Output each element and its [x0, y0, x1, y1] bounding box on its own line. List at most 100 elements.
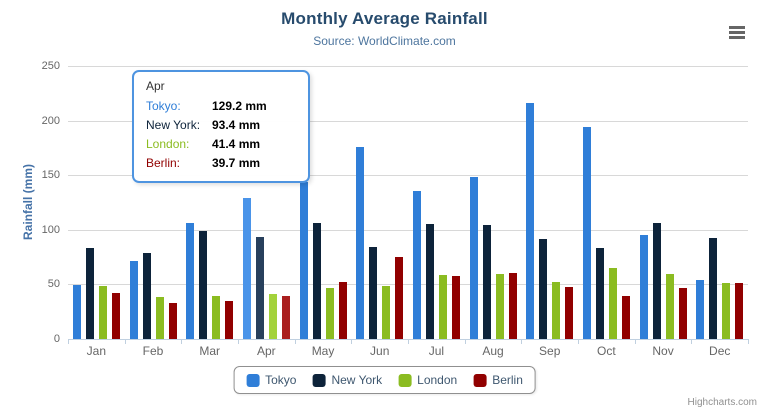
bar-tokyo-oct[interactable] [582, 127, 591, 339]
bar-tokyo-jul[interactable] [412, 190, 421, 339]
chart-subtitle: Source: WorldClimate.com [313, 34, 456, 48]
legend-item-london[interactable]: London [398, 373, 457, 387]
plot-area [68, 66, 748, 339]
x-axis-tick [408, 339, 409, 344]
bar-new-york-may[interactable] [312, 223, 321, 339]
bar-group-jun [351, 66, 408, 339]
x-axis-tick [521, 339, 523, 344]
bar-new-york-mar[interactable] [199, 231, 208, 339]
x-axis-tick [464, 339, 466, 344]
bar-group-dec [691, 66, 748, 339]
bar-london-apr[interactable] [268, 293, 277, 339]
bar-tokyo-aug[interactable] [469, 176, 478, 339]
bar-berlin-nov[interactable] [678, 287, 687, 339]
legend: Tokyo New York London Berlin [233, 366, 536, 394]
y-axis-title: Rainfall (mm) [21, 164, 35, 241]
bar-tokyo-jan[interactable] [72, 284, 81, 339]
bar-tokyo-jun[interactable] [356, 146, 365, 339]
bar-group-may [295, 66, 352, 339]
hamburger-menu-icon [729, 30, 745, 34]
bar-london-oct[interactable] [608, 267, 617, 339]
bar-new-york-apr[interactable] [255, 237, 264, 339]
bar-tokyo-mar[interactable] [186, 222, 195, 339]
legend-label: Berlin [492, 373, 523, 387]
bar-berlin-jan[interactable] [111, 292, 120, 339]
x-axis-tick [124, 339, 126, 344]
bar-new-york-sep[interactable] [539, 239, 548, 339]
bar-berlin-jun[interactable] [395, 256, 404, 339]
bar-berlin-jul[interactable] [451, 276, 460, 339]
legend-item-berlin[interactable]: Berlin [473, 373, 523, 387]
bar-tokyo-feb[interactable] [129, 260, 138, 339]
x-axis-tick [181, 339, 183, 344]
bar-group-sep [521, 66, 578, 339]
y-axis-label-150: 150 [41, 169, 60, 182]
bar-berlin-dec[interactable] [735, 283, 744, 339]
bar-tokyo-dec[interactable] [696, 279, 705, 339]
bar-new-york-jan[interactable] [85, 247, 94, 339]
bar-london-feb[interactable] [155, 296, 164, 339]
legend-item-new-york[interactable]: New York [312, 373, 382, 387]
bar-berlin-oct[interactable] [621, 296, 630, 339]
bar-london-nov[interactable] [665, 274, 674, 339]
bar-new-york-dec[interactable] [709, 238, 718, 339]
legend-label: London [417, 373, 458, 387]
bar-berlin-mar[interactable] [225, 301, 234, 339]
bar-tokyo-may[interactable] [299, 181, 308, 339]
bar-new-york-jun[interactable] [369, 246, 378, 339]
bar-london-jul[interactable] [438, 274, 447, 339]
x-axis-label-sep: Sep [539, 344, 561, 358]
bar-berlin-sep[interactable] [565, 287, 574, 339]
x-axis-tick [634, 339, 636, 344]
bar-london-sep[interactable] [552, 281, 561, 339]
bar-new-york-feb[interactable] [142, 252, 151, 339]
bar-london-mar[interactable] [212, 296, 221, 339]
bar-berlin-may[interactable] [338, 281, 347, 339]
chart-title: Monthly Average Rainfall [281, 9, 488, 28]
bar-groups [68, 66, 748, 339]
legend-swatch-icon [473, 373, 487, 387]
bar-new-york-nov[interactable] [652, 222, 661, 339]
x-axis-label-jun: Jun [370, 344, 390, 358]
legend-item-tokyo[interactable]: Tokyo [246, 373, 296, 387]
gridline-150 [68, 175, 748, 177]
x-axis-tick [748, 339, 749, 344]
x-axis-label-jul: Jul [428, 344, 445, 358]
x-axis-labels: Jan Feb Mar Apr May Jun Jul Aug Sep Oct Nov Dec [68, 344, 748, 358]
bar-group-mar [181, 66, 238, 339]
x-axis-label-aug: Aug [482, 344, 504, 358]
bar-berlin-aug[interactable] [508, 273, 517, 339]
x-axis-tick [578, 339, 579, 344]
legend-swatch-icon [312, 373, 326, 387]
bar-new-york-jul[interactable] [425, 224, 434, 339]
bar-group-jul [408, 66, 465, 339]
bar-tokyo-nov[interactable] [639, 234, 648, 339]
gridline-250 [68, 66, 748, 67]
context-menu-button[interactable] [723, 20, 751, 44]
y-axis-label-0: 0 [53, 333, 60, 345]
bar-new-york-oct[interactable] [595, 247, 604, 339]
bar-berlin-feb[interactable] [168, 302, 177, 339]
credits-link[interactable]: Highcharts.com [687, 397, 757, 408]
y-axis-label-100: 100 [41, 223, 60, 236]
bar-london-dec[interactable] [722, 283, 731, 339]
y-axis-label-50: 50 [47, 278, 60, 291]
bar-london-may[interactable] [325, 287, 334, 339]
x-axis-label-apr: Apr [257, 344, 276, 358]
x-axis-label-dec: Dec [709, 344, 731, 358]
bar-tokyo-sep[interactable] [526, 102, 535, 339]
bar-london-jan[interactable] [98, 285, 107, 339]
x-axis-label-may: May [311, 344, 335, 358]
bar-berlin-apr[interactable] [281, 295, 290, 339]
bar-london-jun[interactable] [382, 286, 391, 339]
y-axis-label-200: 200 [41, 114, 60, 127]
bar-group-aug [465, 66, 522, 339]
bar-group-feb [125, 66, 182, 339]
bar-tokyo-apr[interactable] [242, 197, 251, 339]
bar-group-oct [578, 66, 635, 339]
x-axis-tick [294, 339, 296, 344]
bar-london-aug[interactable] [495, 273, 504, 339]
bar-new-york-aug[interactable] [482, 225, 491, 339]
x-axis-label-nov: Nov [652, 344, 674, 358]
hamburger-menu-icon [729, 35, 745, 39]
